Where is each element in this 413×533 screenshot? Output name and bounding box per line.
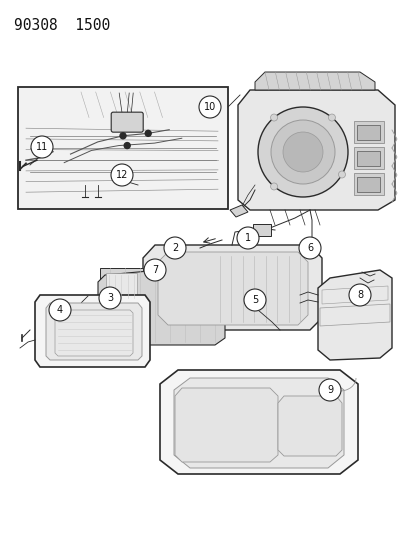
FancyBboxPatch shape <box>252 224 271 236</box>
Polygon shape <box>158 252 307 325</box>
Text: 90308  1500: 90308 1500 <box>14 18 110 33</box>
FancyBboxPatch shape <box>357 125 380 140</box>
Text: 8: 8 <box>356 290 362 300</box>
Circle shape <box>318 379 340 401</box>
Circle shape <box>257 107 347 197</box>
Polygon shape <box>46 303 142 360</box>
Circle shape <box>111 164 133 186</box>
Circle shape <box>145 131 151 136</box>
Text: 11: 11 <box>36 142 48 152</box>
Polygon shape <box>230 205 247 217</box>
Polygon shape <box>55 310 133 356</box>
Circle shape <box>348 284 370 306</box>
Text: 6: 6 <box>306 243 312 253</box>
Circle shape <box>338 171 344 178</box>
Polygon shape <box>98 265 224 345</box>
Circle shape <box>120 133 126 139</box>
Circle shape <box>270 183 277 190</box>
Circle shape <box>99 287 121 309</box>
Text: 5: 5 <box>251 295 257 305</box>
FancyBboxPatch shape <box>353 147 383 169</box>
Text: 12: 12 <box>116 170 128 180</box>
Polygon shape <box>321 286 387 304</box>
Text: 3: 3 <box>107 293 113 303</box>
Polygon shape <box>100 268 142 305</box>
Polygon shape <box>142 245 321 330</box>
Text: 9: 9 <box>326 385 332 395</box>
FancyBboxPatch shape <box>111 112 143 132</box>
FancyBboxPatch shape <box>18 87 228 209</box>
Circle shape <box>282 132 322 172</box>
Circle shape <box>298 237 320 259</box>
Circle shape <box>124 142 130 149</box>
Polygon shape <box>237 90 394 210</box>
Polygon shape <box>173 378 343 468</box>
Circle shape <box>271 120 334 184</box>
Circle shape <box>199 96 221 118</box>
Polygon shape <box>317 270 391 360</box>
Circle shape <box>236 227 259 249</box>
Polygon shape <box>35 295 150 367</box>
FancyBboxPatch shape <box>357 150 380 166</box>
Text: 1: 1 <box>244 233 250 243</box>
Text: 4: 4 <box>57 305 63 315</box>
Circle shape <box>49 299 71 321</box>
Polygon shape <box>159 370 357 474</box>
Circle shape <box>164 237 185 259</box>
Circle shape <box>243 289 266 311</box>
Polygon shape <box>254 72 374 90</box>
Polygon shape <box>175 388 277 462</box>
Circle shape <box>328 114 335 121</box>
Polygon shape <box>319 304 389 326</box>
Circle shape <box>270 114 277 121</box>
Polygon shape <box>106 273 137 300</box>
Circle shape <box>144 259 166 281</box>
Text: 2: 2 <box>171 243 178 253</box>
Text: 10: 10 <box>203 102 216 112</box>
Circle shape <box>31 136 53 158</box>
FancyBboxPatch shape <box>353 173 383 195</box>
FancyBboxPatch shape <box>357 176 380 191</box>
Polygon shape <box>277 396 341 456</box>
FancyBboxPatch shape <box>353 121 383 143</box>
Text: 7: 7 <box>152 265 158 275</box>
